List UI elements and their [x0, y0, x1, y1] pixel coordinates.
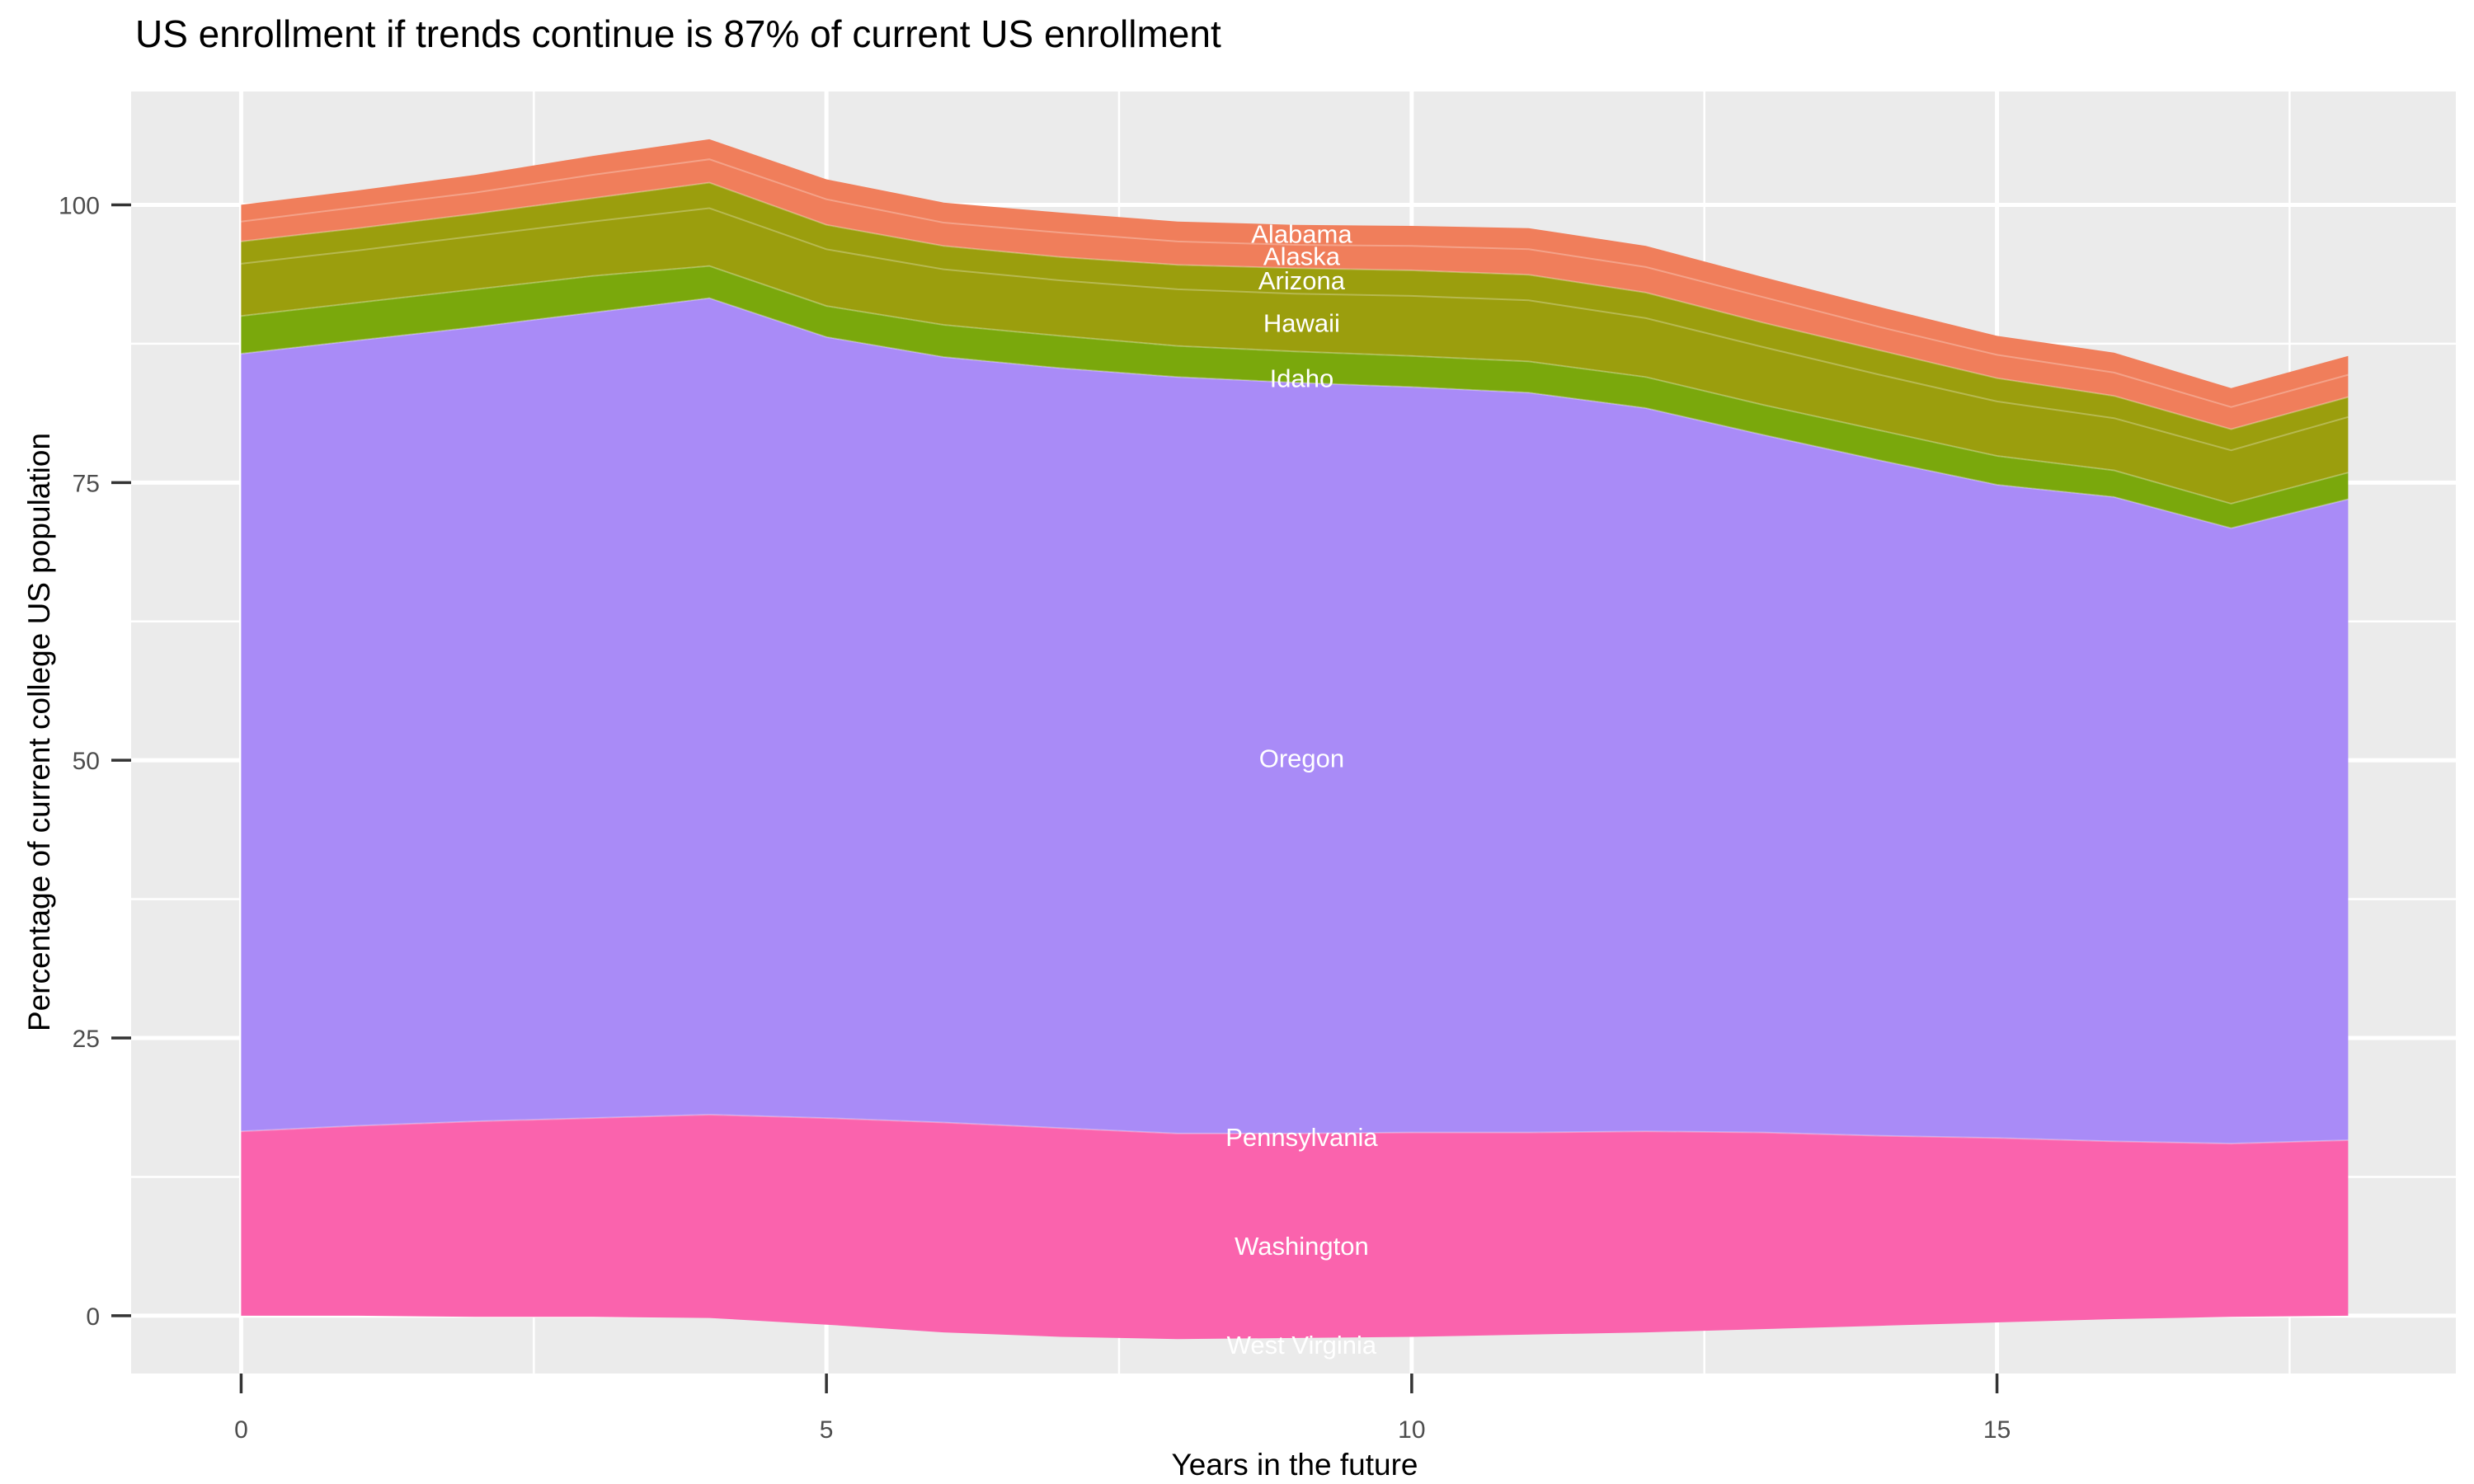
y-tick-label-0: 0 — [86, 1303, 100, 1331]
seam-idaho-bottom — [241, 297, 2349, 529]
x-axis-title: Years in the future — [1171, 1448, 1418, 1482]
seam-arizona-bottom — [241, 207, 2349, 452]
chart-title: US enrollment if trends continue is 87% … — [135, 12, 1221, 55]
state-label-arizona: Arizona — [1258, 266, 1346, 295]
seam-oregon-bottom — [241, 1113, 2349, 1145]
y-axis-title: Percentage of current college US populat… — [22, 432, 56, 1032]
x-tick-label-10: 10 — [1398, 1416, 1425, 1444]
area-band-oregon — [241, 298, 2349, 1144]
state-label-alabama: Alabama — [1251, 219, 1352, 248]
y-tick-label-100: 100 — [59, 192, 100, 219]
state-label-oregon: Oregon — [1259, 744, 1344, 773]
state-label-idaho: Idaho — [1270, 364, 1334, 393]
x-tick-label-15: 15 — [1983, 1416, 2011, 1444]
area-band-pennsylvania-washington-west-virginia — [241, 1115, 2349, 1340]
state-label-pennsylvania: Pennsylvania — [1225, 1123, 1378, 1152]
area-band-idaho — [241, 265, 2349, 528]
y-tick-label-25: 25 — [73, 1026, 100, 1053]
area-band-alabama-alaska — [241, 139, 2349, 430]
y-tick-label-75: 75 — [73, 470, 100, 497]
seam-alaska-bottom — [241, 181, 2349, 430]
seam-hawaii-bottom — [241, 265, 2349, 505]
x-tick-label-5: 5 — [820, 1416, 834, 1444]
state-label-alaska: Alaska — [1263, 242, 1341, 270]
area-band-arizona-hawaii — [241, 182, 2349, 504]
state-label-washington: Washington — [1235, 1232, 1369, 1261]
state-label-west-virginia: West Virginia — [1227, 1331, 1377, 1360]
x-tick-label-0: 0 — [234, 1416, 248, 1444]
seam-alabama-bottom — [241, 158, 2349, 408]
y-tick-label-50: 50 — [73, 748, 100, 775]
state-label-hawaii: Hawaii — [1263, 308, 1340, 337]
